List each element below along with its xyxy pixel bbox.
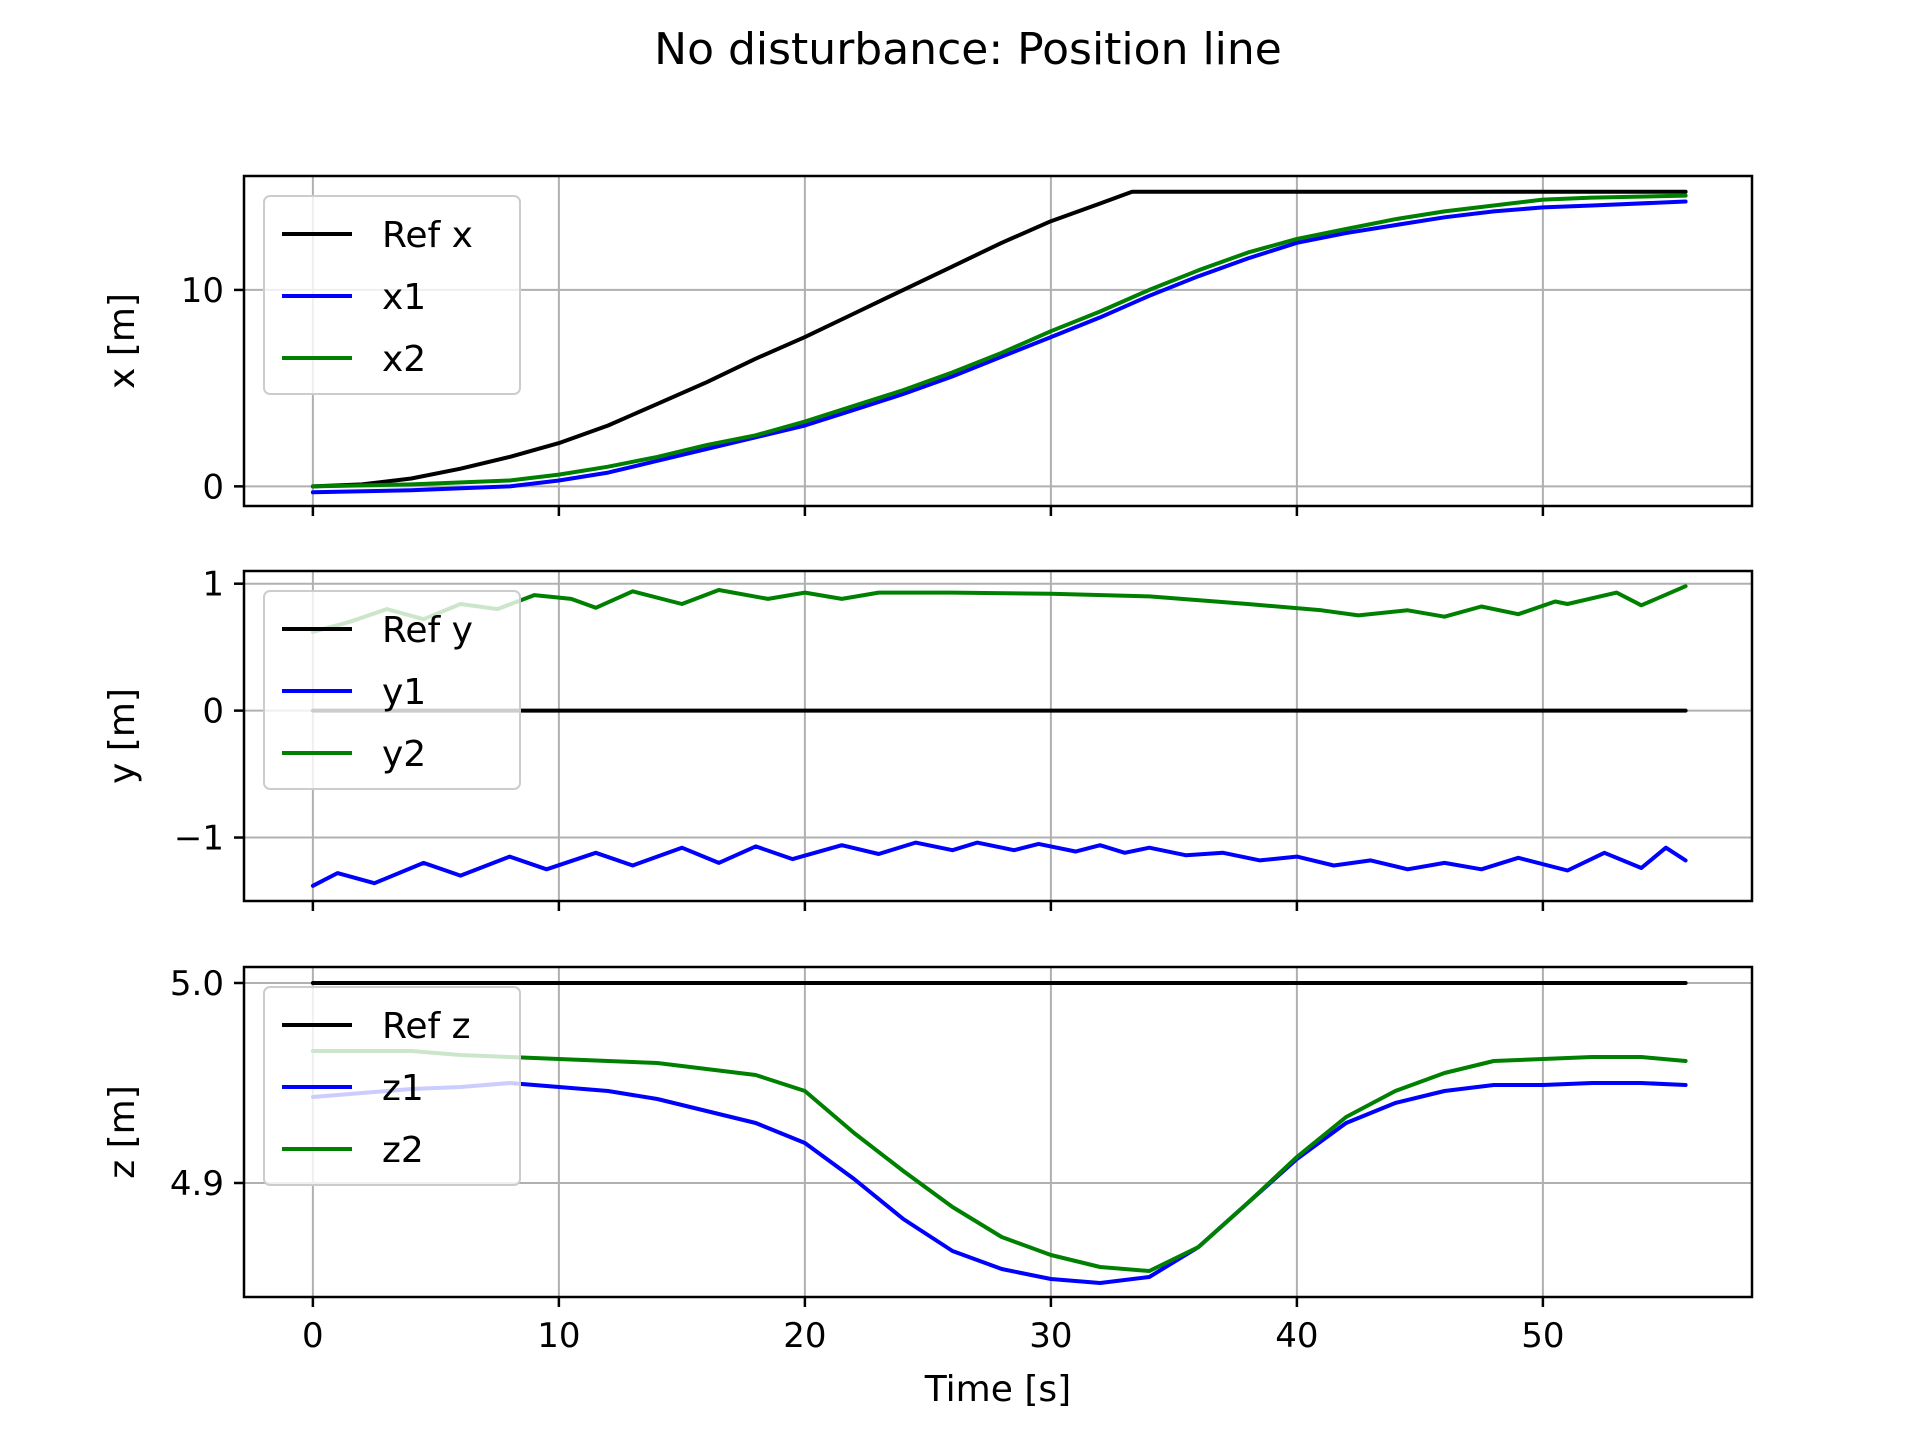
legend: Ref y y1 y2 [263, 590, 521, 790]
subplot-2: −1 0 1 y [m] Ref y y1 y2 [102, 565, 1754, 911]
y-tick-label: 1 [202, 565, 224, 605]
legend-label: z2 [382, 1130, 424, 1171]
figure-title: No disturbance: Position line [654, 24, 1282, 75]
x-tick-label: 0 [302, 1316, 324, 1356]
legend-label: x1 [382, 277, 426, 318]
subplot-3: 0 10 20 30 40 50 4.9 5.0 z [m] Time [s] Ref z z1 z2 [102, 964, 1754, 1410]
y-axis-label: z [m] [102, 1085, 143, 1179]
x-tick-label: 20 [783, 1316, 826, 1356]
x-tick-label: 50 [1521, 1316, 1564, 1356]
legend: Ref z z1 z2 [263, 986, 521, 1186]
x-tick-label: 40 [1275, 1316, 1318, 1356]
y-tick-label: 10 [181, 271, 224, 311]
legend-box [263, 986, 521, 1186]
legend-label: y1 [382, 672, 426, 713]
subplots: 0 10 x [m] Ref x x1 x2 −1 0 1 y [m] Ref y y1 y2 0 10 20… [102, 174, 1754, 1410]
y-axis-label: y [m] [102, 688, 143, 784]
legend-box [263, 195, 521, 395]
series-line-x2 [310, 193, 1688, 489]
y-tick-label: 4.9 [170, 1164, 224, 1204]
legend-box [263, 590, 521, 790]
series-line-z1 [310, 1081, 1688, 1285]
subplot-1: 0 10 x [m] Ref x x1 x2 [102, 174, 1754, 516]
y-tick-label: 0 [202, 692, 224, 732]
legend-label: z1 [382, 1068, 424, 1109]
plot-frame [242, 965, 1754, 1299]
y-axis-label: x [m] [102, 293, 143, 389]
y-tick-label: 0 [202, 467, 224, 507]
series-line-y1 [310, 840, 1688, 888]
y-tick-label: −1 [174, 819, 224, 859]
x-axis-label: Time [s] [924, 1369, 1071, 1410]
plot-frame [242, 174, 1754, 508]
series-line-z2 [310, 1049, 1688, 1273]
legend-label: x2 [382, 339, 426, 380]
plot-frame [242, 569, 1754, 903]
y-tick-label: 5.0 [170, 964, 224, 1004]
legend-label: Ref x [382, 215, 473, 256]
x-tick-label: 30 [1029, 1316, 1072, 1356]
legend-label: y2 [382, 734, 426, 775]
legend: Ref x x1 x2 [263, 195, 521, 395]
x-tick-label: 10 [537, 1316, 580, 1356]
series-line-x1 [310, 199, 1688, 495]
series-line-ref-x [310, 189, 1688, 489]
legend-label: Ref z [382, 1006, 471, 1047]
legend-label: Ref y [382, 610, 473, 651]
